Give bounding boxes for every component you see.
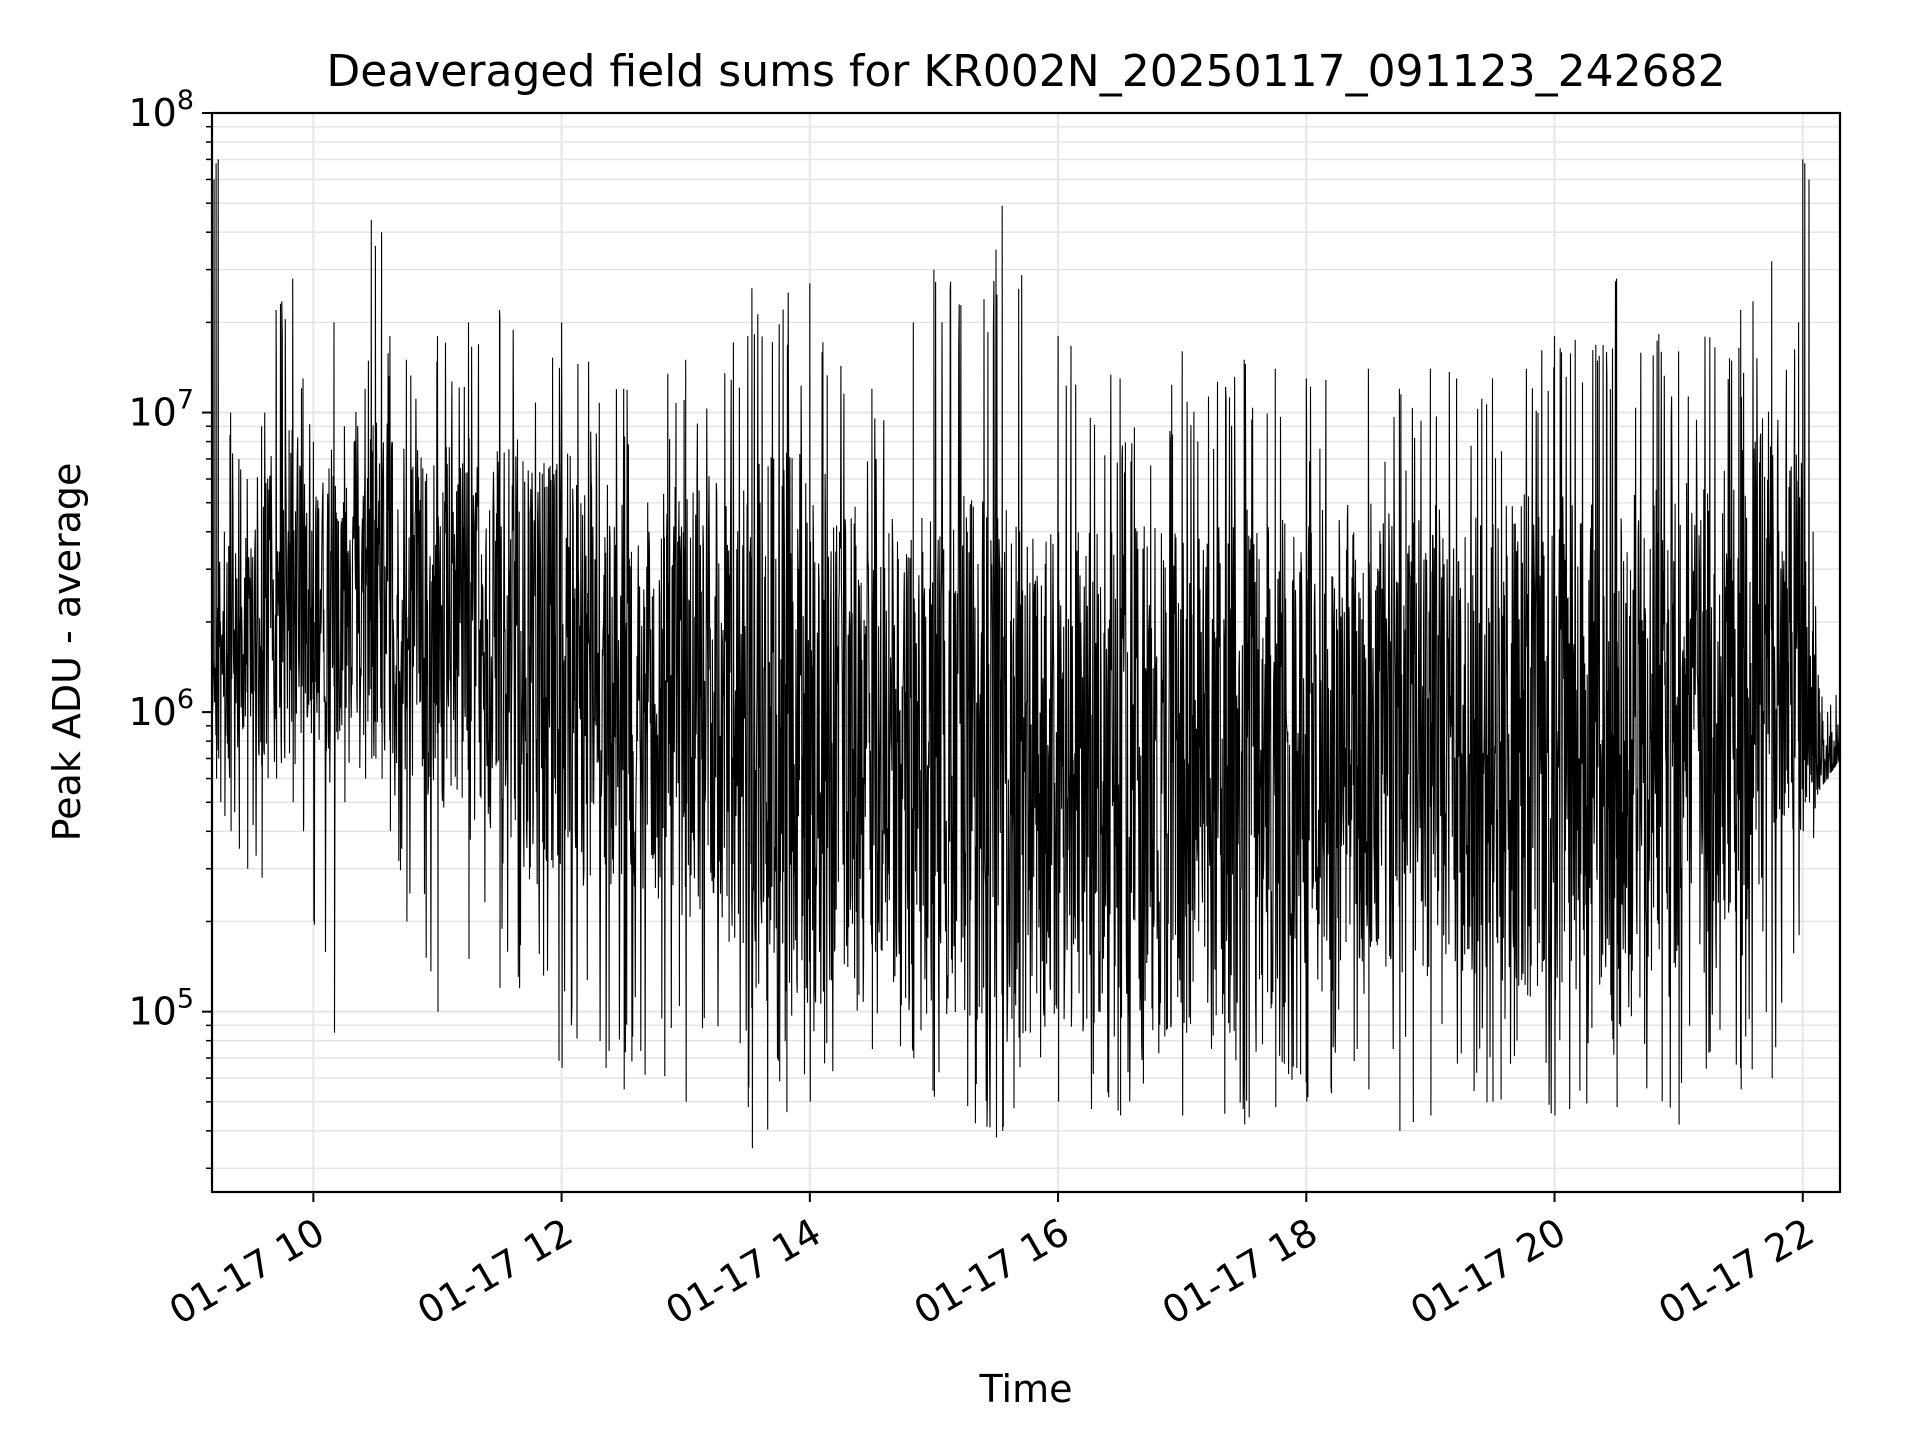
x-axis-label: Time [979,1367,1073,1411]
y-tick-label: 108 [128,85,194,135]
y-tick-label: 106 [128,684,194,734]
y-tick-label: 107 [128,385,194,435]
y-axis-label: Peak ADU - average [45,463,89,842]
y-tick-label: 105 [128,984,194,1034]
series-line-layer [211,159,1842,1149]
chart-title: Deaveraged field sums for KR002N_2025011… [326,46,1725,97]
series-line [211,159,1842,1149]
plot-area-frame [210,111,1842,1194]
